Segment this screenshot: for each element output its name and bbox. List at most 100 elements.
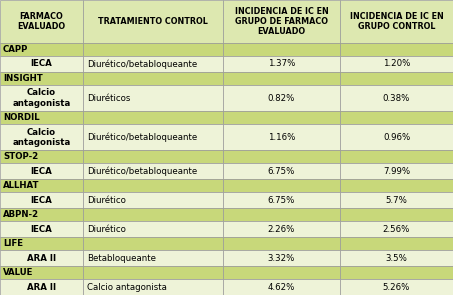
Text: INCIDENCIA DE IC EN
GRUPO DE FARMACO
EVALUADO: INCIDENCIA DE IC EN GRUPO DE FARMACO EVA…	[235, 6, 328, 36]
Bar	[223, 124, 340, 150]
Bar	[83, 0, 223, 43]
Bar	[223, 150, 340, 163]
Bar	[223, 56, 340, 72]
Bar	[223, 250, 340, 266]
Text: IECA: IECA	[31, 60, 53, 68]
Text: 1.20%: 1.20%	[383, 60, 410, 68]
Text: 4.62%: 4.62%	[268, 283, 295, 291]
Bar	[223, 43, 340, 56]
Bar	[340, 266, 453, 279]
Text: Diuréticos: Diuréticos	[87, 94, 130, 103]
Bar	[340, 279, 453, 295]
Bar	[223, 221, 340, 237]
Text: IECA: IECA	[31, 225, 53, 234]
Bar	[340, 111, 453, 124]
Text: ALLHAT: ALLHAT	[3, 181, 39, 190]
Bar	[223, 163, 340, 179]
Bar	[0, 221, 83, 237]
Text: Diurético/betabloqueante: Diurético/betabloqueante	[87, 167, 197, 176]
Text: Calcio
antagonista: Calcio antagonista	[12, 88, 71, 108]
Bar	[83, 163, 223, 179]
Text: 6.75%: 6.75%	[268, 196, 295, 205]
Bar	[0, 72, 83, 85]
Text: Betabloqueante: Betabloqueante	[87, 254, 156, 263]
Text: 3.32%: 3.32%	[268, 254, 295, 263]
Bar	[83, 111, 223, 124]
Text: 3.5%: 3.5%	[386, 254, 407, 263]
Bar	[223, 0, 340, 43]
Text: 2.56%: 2.56%	[383, 225, 410, 234]
Text: STOP-2: STOP-2	[3, 152, 38, 161]
Bar	[223, 237, 340, 250]
Bar	[83, 250, 223, 266]
Bar	[340, 150, 453, 163]
Bar	[340, 163, 453, 179]
Bar	[83, 192, 223, 208]
Text: Diurético: Diurético	[87, 196, 126, 205]
Bar	[0, 237, 83, 250]
Text: 7.99%: 7.99%	[383, 167, 410, 176]
Text: 1.37%: 1.37%	[268, 60, 295, 68]
Bar	[0, 150, 83, 163]
Bar	[0, 85, 83, 111]
Text: 2.26%: 2.26%	[268, 225, 295, 234]
Bar	[0, 111, 83, 124]
Bar	[83, 56, 223, 72]
Bar	[0, 208, 83, 221]
Bar	[223, 72, 340, 85]
Bar	[340, 72, 453, 85]
Bar	[223, 208, 340, 221]
Text: Diurético: Diurético	[87, 225, 126, 234]
Text: CAPP: CAPP	[3, 45, 29, 54]
Bar	[83, 208, 223, 221]
Text: ABPN-2: ABPN-2	[3, 210, 39, 219]
Text: ARA II: ARA II	[27, 254, 56, 263]
Bar	[83, 72, 223, 85]
Bar	[0, 266, 83, 279]
Text: 5.26%: 5.26%	[383, 283, 410, 291]
Text: ARA II: ARA II	[27, 283, 56, 291]
Bar	[83, 124, 223, 150]
Bar	[340, 208, 453, 221]
Text: 0.82%: 0.82%	[268, 94, 295, 103]
Text: 1.16%: 1.16%	[268, 133, 295, 142]
Bar	[223, 85, 340, 111]
Bar	[340, 192, 453, 208]
Text: Calcio
antagonista: Calcio antagonista	[12, 127, 71, 147]
Bar	[223, 266, 340, 279]
Text: INCIDENCIA DE IC EN
GRUPO CONTROL: INCIDENCIA DE IC EN GRUPO CONTROL	[350, 12, 443, 31]
Bar	[0, 163, 83, 179]
Text: 6.75%: 6.75%	[268, 167, 295, 176]
Bar	[0, 124, 83, 150]
Text: IECA: IECA	[31, 167, 53, 176]
Bar	[340, 237, 453, 250]
Bar	[340, 250, 453, 266]
Bar	[83, 43, 223, 56]
Bar	[340, 124, 453, 150]
Bar	[0, 56, 83, 72]
Text: NORDIL: NORDIL	[3, 113, 39, 122]
Bar	[340, 56, 453, 72]
Bar	[223, 279, 340, 295]
Bar	[340, 43, 453, 56]
Bar	[0, 192, 83, 208]
Text: VALUE: VALUE	[3, 268, 34, 277]
Bar	[0, 279, 83, 295]
Text: 5.7%: 5.7%	[386, 196, 407, 205]
Bar	[83, 237, 223, 250]
Text: INSIGHT: INSIGHT	[3, 74, 43, 83]
Bar	[340, 179, 453, 192]
Text: IECA: IECA	[31, 196, 53, 205]
Text: LIFE: LIFE	[3, 239, 23, 248]
Bar	[340, 0, 453, 43]
Text: Diurético/betabloqueante: Diurético/betabloqueante	[87, 59, 197, 69]
Bar	[0, 179, 83, 192]
Text: 0.38%: 0.38%	[383, 94, 410, 103]
Bar	[83, 266, 223, 279]
Bar	[83, 150, 223, 163]
Bar	[83, 179, 223, 192]
Bar	[0, 250, 83, 266]
Bar	[340, 221, 453, 237]
Text: Diurético/betabloqueante: Diurético/betabloqueante	[87, 132, 197, 142]
Bar	[83, 221, 223, 237]
